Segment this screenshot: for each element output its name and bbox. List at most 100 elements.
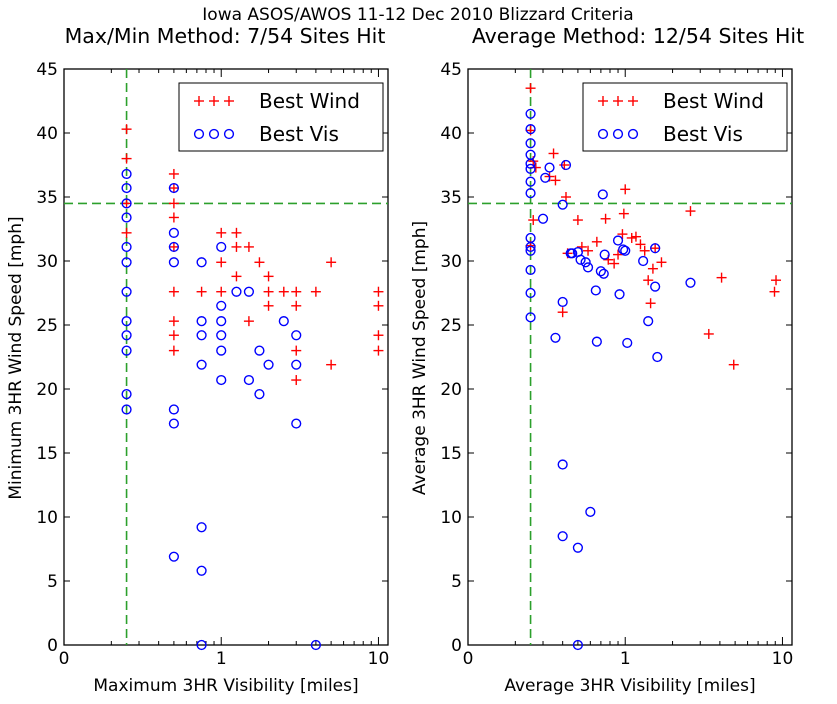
right-vis-point	[544, 162, 555, 173]
right-wind-point	[560, 192, 571, 202]
right-y-axis-label: Average 3HR Wind Speed [mph]	[410, 221, 430, 495]
left-wind-point	[168, 241, 179, 252]
left-vis-point	[196, 565, 207, 576]
left-legend-marker	[208, 128, 220, 140]
right-chart-title: Average Method: 12/54 Sites Hit	[472, 24, 804, 48]
left-vis-point	[168, 182, 179, 194]
left-wind-point	[168, 345, 179, 356]
right-vis-point	[622, 337, 633, 349]
right-wind-point	[609, 258, 620, 269]
right-vis-point	[612, 235, 624, 246]
right-legend-marker	[627, 128, 639, 140]
left-wind-point	[373, 300, 384, 311]
left-wind-point	[263, 300, 274, 311]
left-chart: Max/Min Method: 7/54 Sites Hit Maximum 3…	[6, 24, 389, 696]
left-wind-point	[216, 257, 227, 268]
left-wind-point	[231, 241, 242, 252]
left-vis-point	[231, 286, 242, 297]
left-vis-point	[196, 359, 207, 370]
left-axes-frame	[63, 68, 389, 646]
right-vis-point	[525, 188, 536, 199]
right-y-tick-label: 5	[451, 572, 462, 592]
left-y-tick-label: 45	[36, 60, 58, 80]
left-wind-point	[263, 286, 274, 297]
right-wind-point	[600, 213, 611, 224]
left-wind-point	[121, 227, 132, 238]
right-axes-frame	[467, 68, 793, 646]
right-vis-point	[620, 245, 631, 256]
right-vis-point	[525, 245, 536, 256]
right-vis-point	[525, 264, 536, 276]
left-vis-point	[121, 316, 132, 327]
left-wind-point	[373, 330, 384, 341]
right-vis-point	[650, 281, 661, 292]
right-vis-point	[643, 316, 654, 327]
right-wind-point	[771, 275, 782, 286]
right-vis-point	[537, 213, 549, 224]
left-vis-point	[243, 286, 255, 297]
left-y-tick-label: 30	[36, 252, 58, 272]
right-x-tick-label: 1	[620, 649, 631, 669]
right-legend-marker	[597, 128, 609, 140]
left-wind-point	[121, 153, 132, 164]
right-y-tick-label: 20	[440, 380, 462, 400]
left-x-axis-label: Maximum 3HR Visibility [miles]	[93, 676, 358, 696]
left-vis-point	[196, 639, 207, 651]
right-wind-point	[613, 249, 624, 260]
right-vis-point	[525, 176, 536, 187]
left-vis-point	[121, 198, 132, 209]
left-vis-point	[168, 418, 179, 429]
right-wind-point	[643, 275, 654, 286]
left-vis-point	[196, 316, 207, 327]
left-vis-point	[216, 330, 227, 341]
right-vis-point	[572, 639, 583, 651]
right-vis-point	[540, 172, 551, 183]
left-wind-point	[216, 227, 227, 238]
right-wind-point	[618, 208, 629, 219]
right-wind-point	[639, 245, 650, 256]
right-chart: Average Method: 12/54 Sites Hit Average …	[410, 24, 804, 696]
left-legend-entry-vis: Best Vis	[193, 122, 339, 146]
left-wind-point	[326, 257, 337, 268]
left-wind-point	[168, 168, 179, 179]
right-wind-point	[617, 229, 628, 240]
right-vis-point	[525, 163, 536, 174]
left-legend-marker	[223, 128, 235, 140]
left-wind-point	[231, 271, 242, 282]
right-vis-point	[557, 296, 568, 308]
right-plot-area: 0 5 10 15 20 25 30 35 40 45 0 1 10 Best Wind Best Vis	[440, 60, 793, 669]
right-vis-point	[525, 138, 536, 149]
left-wind-point	[291, 375, 302, 386]
left-legend-label: Best Wind	[259, 89, 360, 113]
right-vis-point	[560, 159, 572, 171]
right-vis-point	[550, 332, 561, 343]
left-legend: Best Wind Best Vis	[178, 82, 384, 152]
left-vis-point	[196, 522, 207, 533]
right-wind-point	[656, 257, 667, 268]
right-wind-point	[645, 298, 656, 309]
right-vis-point	[525, 287, 536, 299]
right-vis-point	[567, 248, 578, 259]
left-legend-label: Best Vis	[259, 122, 339, 146]
right-y-tick-label: 25	[440, 316, 462, 336]
left-vis-point	[291, 418, 302, 429]
right-vis-point	[525, 124, 536, 135]
right-wind-point	[548, 148, 559, 159]
right-legend-entry-wind: Best Wind	[598, 89, 764, 113]
right-wind-point	[572, 215, 583, 226]
left-wind-point	[291, 345, 302, 356]
right-y-tick-label: 40	[440, 124, 462, 144]
left-vis-point	[168, 257, 179, 268]
left-wind-point	[168, 330, 179, 341]
left-wind-point	[121, 124, 132, 135]
left-vis-point	[243, 374, 255, 386]
right-vis-point	[652, 351, 663, 363]
left-vis-point	[121, 404, 132, 415]
left-legend-box	[178, 82, 384, 152]
right-vis-point	[614, 289, 625, 300]
right-vis-point	[582, 262, 594, 273]
left-wind-point	[243, 316, 254, 327]
left-wind-point	[263, 271, 274, 282]
left-wind-point	[291, 286, 302, 297]
